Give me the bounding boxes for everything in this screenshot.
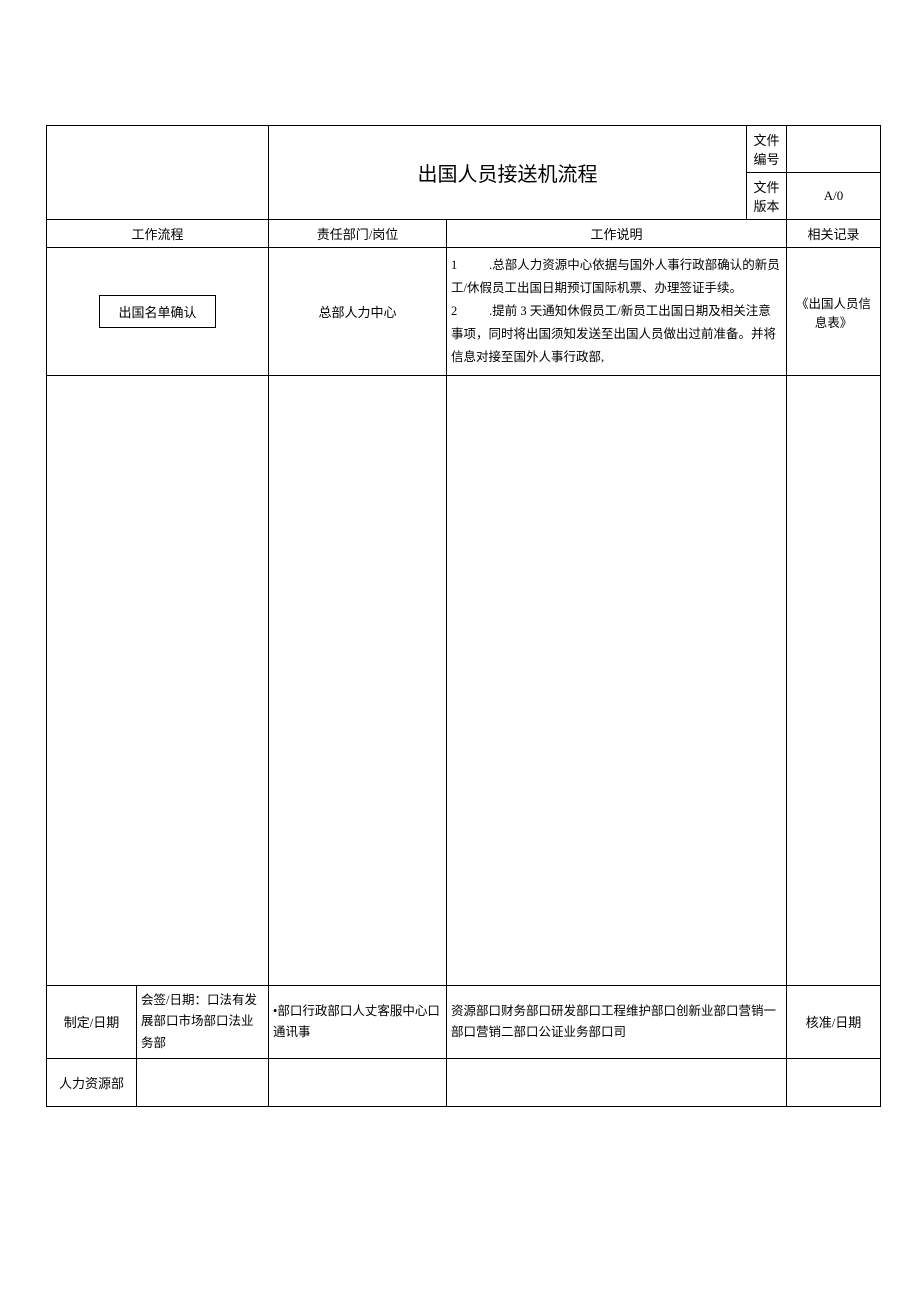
empty-body-row [47, 376, 881, 986]
document-page: 出国人员接送机流程 文件编号 文件版本 A/0 工作流程 责任部门/岗位 工作说… [0, 0, 920, 1301]
version-value: A/0 [787, 173, 881, 220]
version-label: 文件版本 [747, 173, 787, 220]
doc-no-label: 文件编号 [747, 126, 787, 173]
doc-no-value [787, 126, 881, 173]
make-date-label: 制定/日期 [47, 986, 137, 1059]
column-header-row: 工作流程 责任部门/岗位 工作说明 相关记录 [47, 220, 881, 248]
document-title: 出国人员接送机流程 [269, 126, 747, 220]
sign-text-c: 资源部口财务部口研发部口工程维护部口创新业部口营销一部口营销二部口公证业务部口司 [447, 986, 787, 1059]
col-dept: 责任部门/岗位 [269, 220, 447, 248]
flow-step-box: 出国名单确认 [99, 295, 215, 328]
desc-text-1: .总部人力资源中心依据与国外人事行政部确认的新员工/休假员工出国日期预订国际机票… [451, 258, 780, 295]
empty-dept [269, 376, 447, 986]
empty-record [787, 376, 881, 986]
desc-cell: 1 .总部人力资源中心依据与国外人事行政部确认的新员工/休假员工出国日期预订国际… [447, 248, 787, 376]
header-row-1: 出国人员接送机流程 文件编号 [47, 126, 881, 173]
desc-num-1: 1 [451, 254, 461, 277]
sign-text-b: •部口行政部口人丈客服中心口通讯事 [269, 986, 447, 1059]
content-row-1: 出国名单确认 总部人力中心 1 .总部人力资源中心依据与国外人事行政部确认的新员… [47, 248, 881, 376]
desc-text-2: .提前 3 天通知休假员工/新员工出国日期及相关注意事项，同时将出国须知发送至出… [451, 304, 776, 364]
approve-date-label: 核准/日期 [787, 986, 881, 1059]
hr-dept-label: 人力资源部 [47, 1058, 137, 1106]
empty-desc [447, 376, 787, 986]
document-table: 出国人员接送机流程 文件编号 文件版本 A/0 工作流程 责任部门/岗位 工作说… [46, 125, 881, 1107]
col-flow: 工作流程 [47, 220, 269, 248]
desc-num-2: 2 [451, 300, 461, 323]
flow-cell: 出国名单确认 [47, 248, 269, 376]
footer-blank-1 [137, 1058, 269, 1106]
col-desc: 工作说明 [447, 220, 787, 248]
footer-blank-3 [447, 1058, 787, 1106]
sign-text-a: 会签/日期：口法有发展部口市场部口法业务部 [137, 986, 269, 1059]
empty-flow [47, 376, 269, 986]
footer-row-1: 制定/日期 会签/日期：口法有发展部口市场部口法业务部 •部口行政部口人丈客服中… [47, 986, 881, 1059]
footer-blank-2 [269, 1058, 447, 1106]
col-record: 相关记录 [787, 220, 881, 248]
record-cell: 《出国人员信息表》 [787, 248, 881, 376]
footer-row-2: 人力资源部 [47, 1058, 881, 1106]
footer-blank-4 [787, 1058, 881, 1106]
header-blank-left [47, 126, 269, 220]
dept-cell: 总部人力中心 [269, 248, 447, 376]
